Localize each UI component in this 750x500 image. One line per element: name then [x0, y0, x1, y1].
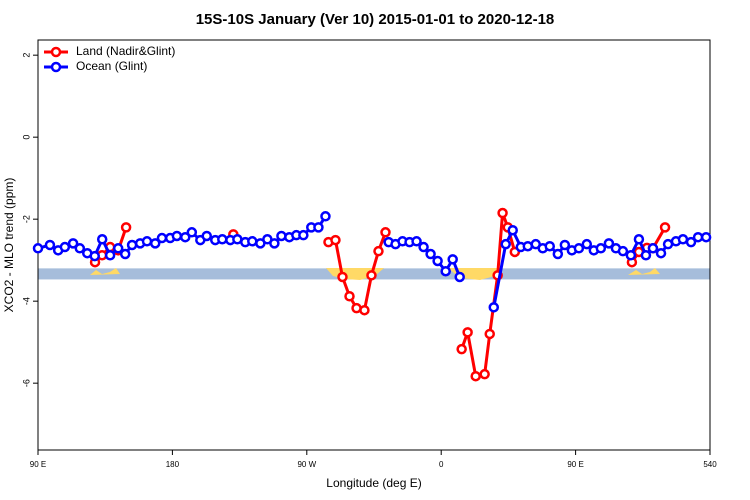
point — [104, 250, 116, 261]
point — [156, 232, 168, 244]
point — [337, 271, 348, 283]
x-tick-label: 540 — [703, 460, 717, 469]
point — [74, 243, 86, 254]
point — [647, 243, 659, 254]
point — [141, 236, 153, 247]
point — [313, 222, 324, 233]
point — [625, 250, 637, 261]
point — [488, 302, 500, 313]
x-tick-label: 0 — [439, 460, 444, 469]
point — [655, 247, 667, 259]
point — [411, 236, 422, 247]
y-tick-label: 2 — [21, 53, 31, 58]
marks-layer — [32, 207, 712, 382]
x-tick-label: 90 W — [297, 460, 316, 469]
point — [330, 234, 341, 246]
y-axis-label: XCO2 - MLO trend (ppm) — [2, 178, 16, 313]
y-tick-label: 0 — [21, 135, 31, 140]
x-tick-label: 180 — [166, 460, 180, 469]
point — [217, 234, 228, 245]
point — [500, 238, 511, 250]
y-tick-label: -2 — [21, 215, 31, 223]
point — [573, 243, 585, 254]
point — [126, 239, 138, 251]
point — [344, 291, 355, 302]
point — [366, 270, 377, 281]
x-tick-label: 90 E — [30, 460, 46, 469]
point — [484, 328, 495, 340]
point — [633, 234, 645, 245]
x-tick-label: 90 E — [567, 460, 583, 469]
point — [44, 239, 56, 251]
point — [497, 207, 508, 219]
series-line — [37, 215, 707, 308]
legend-marker — [50, 46, 62, 58]
point — [544, 240, 556, 252]
point — [447, 254, 458, 265]
point — [603, 238, 615, 249]
y-tick-label: -4 — [21, 297, 31, 305]
point — [425, 248, 436, 260]
point — [454, 271, 465, 283]
x-axis-label: Longitude (deg E) — [326, 476, 421, 490]
y-tick-label: -6 — [21, 379, 31, 387]
point — [120, 222, 132, 233]
point — [89, 250, 100, 262]
point — [617, 245, 629, 257]
point — [418, 241, 429, 253]
point — [595, 243, 607, 254]
point — [67, 238, 79, 249]
point — [373, 245, 384, 257]
point — [692, 231, 704, 243]
point — [186, 227, 198, 238]
legend-label: Land (Nadir&Glint) — [76, 44, 175, 58]
point — [559, 239, 571, 251]
point — [659, 222, 671, 233]
point — [685, 236, 697, 248]
legend-marker — [50, 61, 62, 73]
point — [440, 265, 451, 277]
yellow-area — [628, 268, 660, 275]
point — [479, 368, 490, 380]
point — [201, 230, 212, 242]
point — [359, 304, 370, 316]
point — [380, 227, 391, 238]
point — [470, 370, 481, 382]
point — [149, 238, 161, 249]
point — [462, 327, 473, 338]
point — [112, 243, 124, 254]
point — [677, 234, 689, 245]
point — [507, 224, 518, 236]
point — [320, 211, 331, 222]
point — [59, 241, 71, 253]
point — [96, 234, 108, 245]
legend-label: Ocean (Glint) — [76, 59, 147, 73]
point — [581, 238, 593, 250]
point — [640, 250, 652, 261]
point — [456, 343, 467, 355]
point — [171, 230, 183, 242]
point — [276, 230, 287, 242]
point — [32, 243, 44, 254]
point — [119, 248, 131, 260]
point — [552, 248, 564, 260]
point — [179, 231, 191, 243]
yellow-area — [90, 268, 120, 275]
point — [298, 229, 309, 241]
point — [432, 255, 443, 267]
point — [269, 238, 280, 249]
point — [700, 231, 712, 243]
point — [247, 236, 258, 247]
chart-title: 15S-10S January (Ver 10) 2015-01-01 to 2… — [196, 11, 555, 28]
